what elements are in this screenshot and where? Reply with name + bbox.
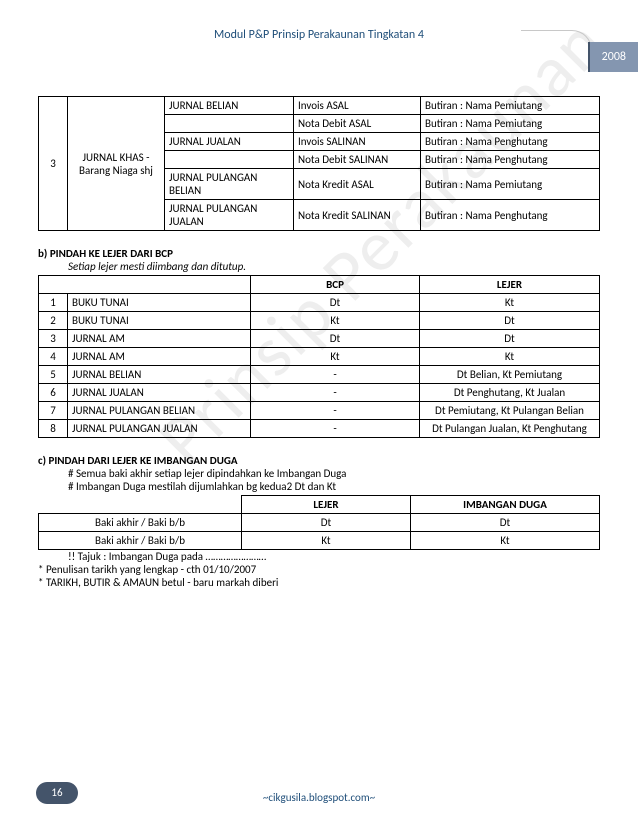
t2-name: JURNAL BELIAN: [68, 366, 251, 384]
section-b-note: Setiap lejer mesti diimbang dan ditutup.: [68, 260, 600, 273]
t2-bcp: -: [251, 384, 420, 402]
t3-c2: Kt: [411, 532, 600, 550]
section-c-label: c) PINDAH DARI LEJER KE IMBANGAN DUGA: [38, 454, 600, 467]
t2-lejer: Dt Penghutang, Kt Jualan: [420, 384, 600, 402]
t2-n: 7: [39, 402, 68, 420]
t1-cell: Butiran : Nama Pemiutang: [421, 115, 600, 133]
t1-cell: Invois SALINAN: [294, 133, 421, 151]
t2-lejer: Dt: [420, 312, 600, 330]
t2-lejer: Dt: [420, 330, 600, 348]
t2-bcp: Kt: [251, 348, 420, 366]
page-number: 16: [36, 782, 78, 804]
t2-name: JURNAL PULANGAN JUALAN: [68, 420, 251, 438]
t2-bcp: -: [251, 420, 420, 438]
t3-c0: Baki akhir / Baki b/b: [39, 532, 242, 550]
t2-head-bcp: BCP: [251, 276, 420, 294]
t3-head-imb: IMBANGAN DUGA: [411, 496, 600, 514]
t2-name: JURNAL JUALAN: [68, 384, 251, 402]
t1-cell: Nota Kredit ASAL: [294, 169, 421, 200]
t2-lejer: Dt Pemiutang, Kt Pulangan Belian: [420, 402, 600, 420]
section-c-note2: # Imbangan Duga mestilah dijumlahkan bg …: [68, 480, 600, 493]
t2-lejer: Kt: [420, 294, 600, 312]
table-pindah-lejer: BCP LEJER 1BUKU TUNAIDtKt 2BUKU TUNAIKtD…: [38, 275, 600, 438]
t1-cell: Nota Debit SALINAN: [294, 151, 421, 169]
t1-cell: Nota Kredit SALINAN: [294, 200, 421, 231]
t2-bcp: -: [251, 366, 420, 384]
t2-lejer: Dt Belian, Kt Pemiutang: [420, 366, 600, 384]
t1-cell: Butiran : Nama Penghutang: [421, 151, 600, 169]
t1-cell: Butiran : Nama Pemiutang: [421, 169, 600, 200]
t3-head-blank: [39, 496, 242, 514]
section-c-post3: * TARIKH, BUTIR & AMAUN betul - baru mar…: [38, 576, 600, 589]
t1-cell: Butiran : Nama Pemiutang: [421, 97, 600, 115]
t2-n: 8: [39, 420, 68, 438]
t2-head-blank2: [68, 276, 251, 294]
t1-cell: JURNAL PULANGAN JUALAN: [165, 200, 294, 231]
t2-lejer: Kt: [420, 348, 600, 366]
footer: ~cikgusila.blogspot.com~ 16: [0, 791, 638, 804]
section-c-note1: # Semua baki akhir setiap lejer dipindah…: [68, 467, 600, 480]
t2-name: JURNAL PULANGAN BELIAN: [68, 402, 251, 420]
t2-name: BUKU TUNAI: [68, 312, 251, 330]
t2-n: 2: [39, 312, 68, 330]
t1-cell: Butiran : Nama Penghutang: [421, 133, 600, 151]
doc-title: Modul P&P Prinsip Perakaunan Tingkatan 4: [38, 28, 600, 42]
t1-cell: Butiran : Nama Penghutang: [421, 200, 600, 231]
t1-cell: [165, 151, 294, 169]
t1-cell: [165, 115, 294, 133]
t1-rownum: 3: [39, 97, 68, 231]
t3-head-lejer: LEJER: [242, 496, 411, 514]
section-b-label: b) PINDAH KE LEJER DARI BCP: [38, 247, 600, 260]
t1-cell: JURNAL PULANGAN BELIAN: [165, 169, 294, 200]
t2-bcp: -: [251, 402, 420, 420]
t2-lejer: Dt Pulangan Jualan, Kt Penghutang: [420, 420, 600, 438]
page-content: Modul P&P Prinsip Perakaunan Tingkatan 4…: [0, 0, 638, 589]
t2-name: JURNAL AM: [68, 330, 251, 348]
t3-c0: Baki akhir / Baki b/b: [39, 514, 242, 532]
section-c-post2: * Penulisan tarikh yang lengkap - cth 01…: [38, 563, 600, 576]
t1-cell: Nota Debit ASAL: [294, 115, 421, 133]
t2-n: 5: [39, 366, 68, 384]
section-c-post1: !! Tajuk : Imbangan Duga pada ……………………: [68, 550, 600, 563]
t2-bcp: Dt: [251, 294, 420, 312]
t3-c1: Dt: [242, 514, 411, 532]
year-tab: 2008: [588, 42, 638, 72]
table-imbangan-duga: LEJER IMBANGAN DUGA Baki akhir / Baki b/…: [38, 495, 600, 550]
t2-name: JURNAL AM: [68, 348, 251, 366]
t2-n: 6: [39, 384, 68, 402]
t2-bcp: Dt: [251, 330, 420, 348]
t2-n: 1: [39, 294, 68, 312]
t1-cell: JURNAL BELIAN: [165, 97, 294, 115]
t3-c1: Kt: [242, 532, 411, 550]
t1-group: JURNAL KHAS - Barang Niaga shj: [68, 97, 165, 231]
t2-bcp: Kt: [251, 312, 420, 330]
t2-name: BUKU TUNAI: [68, 294, 251, 312]
t3-c2: Dt: [411, 514, 600, 532]
t2-n: 4: [39, 348, 68, 366]
t1-cell: JURNAL JUALAN: [165, 133, 294, 151]
t1-cell: Invois ASAL: [294, 97, 421, 115]
t2-head-lejer: LEJER: [420, 276, 600, 294]
footer-site: ~cikgusila.blogspot.com~: [0, 791, 638, 804]
t2-head-blank1: [39, 276, 68, 294]
t2-n: 3: [39, 330, 68, 348]
table-jurnal-khas: 3 JURNAL KHAS - Barang Niaga shj JURNAL …: [38, 96, 600, 231]
